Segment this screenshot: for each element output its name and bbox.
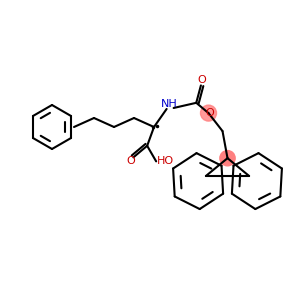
Text: HO: HO xyxy=(157,156,174,167)
Text: O: O xyxy=(126,156,135,167)
Text: O: O xyxy=(205,108,214,118)
Text: NH: NH xyxy=(161,99,178,109)
Circle shape xyxy=(200,105,217,121)
Circle shape xyxy=(220,151,235,166)
Text: O: O xyxy=(197,75,206,85)
